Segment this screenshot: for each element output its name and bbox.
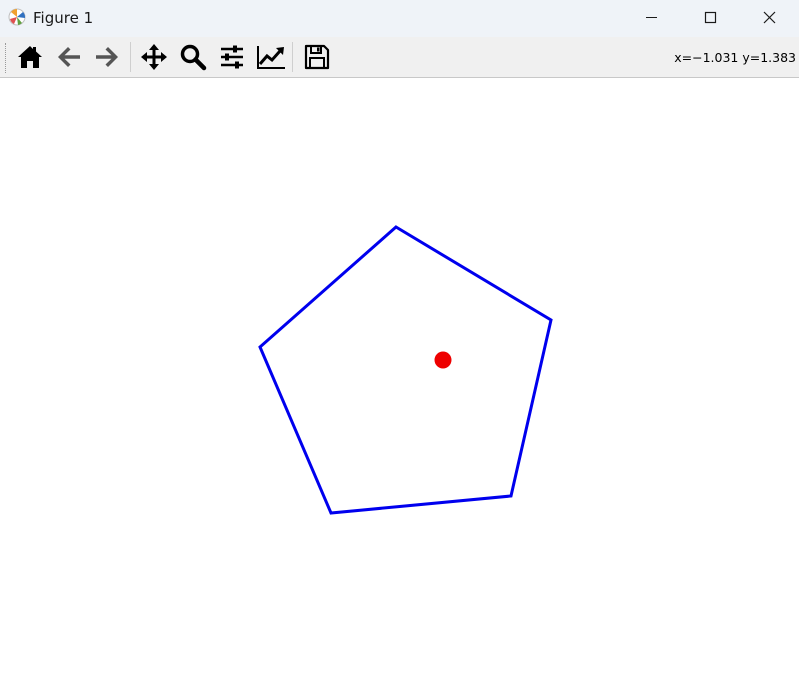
configure-subplots-icon [221,45,243,69]
forward-button[interactable] [90,40,124,74]
cursor-coordinates-readout: x=−1.031 y=1.383 [674,50,796,65]
toolbar-separator [292,42,293,72]
minimize-button[interactable] [623,0,681,37]
axes-plot-area[interactable] [0,78,799,677]
pan-move-icon [141,44,167,70]
pan-button[interactable] [137,40,171,74]
back-button[interactable] [52,40,86,74]
title-bar: Figure 1 [0,0,799,37]
point-marker [434,351,452,369]
navigation-toolbar: x=−1.031 y=1.383 [0,37,799,78]
edit-axis-button[interactable] [253,40,287,74]
home-button[interactable] [13,40,47,74]
close-button[interactable] [740,0,798,37]
forward-arrow-icon [96,47,118,67]
save-button[interactable] [300,40,334,74]
minimize-icon [646,17,657,18]
zoom-button[interactable] [176,40,210,74]
zoom-magnifier-icon [180,44,207,71]
matplotlib-app-icon [8,8,26,26]
edit-axis-icon [257,46,285,69]
maximize-button[interactable] [681,0,739,37]
pentagon-outline [258,225,553,515]
home-icon [18,46,42,68]
save-floppy-icon [304,44,330,70]
window-title: Figure 1 [33,9,94,27]
toolbar-separator [130,42,131,72]
back-arrow-icon [58,47,80,67]
toolbar-grip[interactable] [5,43,8,73]
figure-canvas[interactable] [0,78,799,677]
maximize-icon [704,11,717,24]
configure-subplots-button[interactable] [215,40,249,74]
close-icon [763,11,776,24]
